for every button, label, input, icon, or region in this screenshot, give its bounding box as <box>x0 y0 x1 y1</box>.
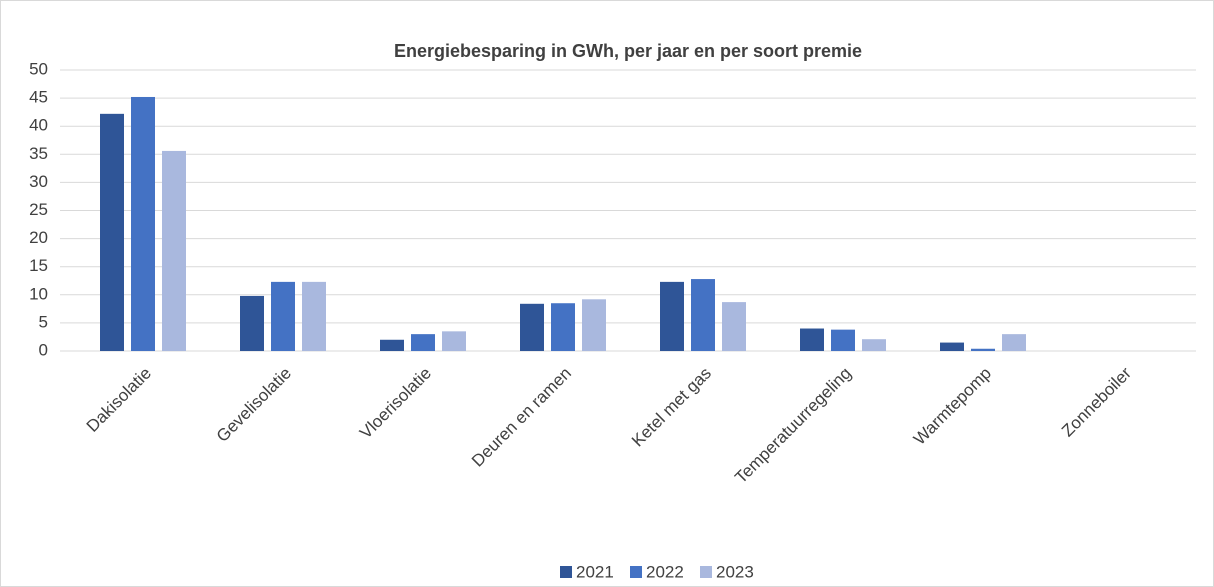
legend-swatch <box>700 566 712 578</box>
bar <box>380 339 404 351</box>
y-tick-label: 20 <box>29 228 48 247</box>
bar <box>240 295 264 351</box>
y-tick-label: 30 <box>29 172 48 191</box>
legend-swatch <box>630 566 642 578</box>
legend-label: 2023 <box>716 562 754 581</box>
legend-label: 2022 <box>646 562 684 581</box>
legend-label: 2021 <box>576 562 614 581</box>
y-tick-label: 50 <box>29 59 48 78</box>
bar <box>551 303 575 351</box>
bar <box>582 299 606 351</box>
bar <box>100 113 124 351</box>
y-tick-label: 40 <box>29 116 48 135</box>
chart-title: Energiebesparing in GWh, per jaar en per… <box>394 41 862 61</box>
bar <box>411 334 435 351</box>
bar <box>831 329 855 351</box>
bar <box>691 279 715 351</box>
bar <box>940 342 964 351</box>
y-tick-label: 10 <box>29 284 48 303</box>
bar <box>302 281 326 351</box>
bar <box>862 339 886 351</box>
bar <box>162 150 186 351</box>
y-tick-label: 35 <box>29 144 48 163</box>
y-tick-label: 25 <box>29 200 48 219</box>
bar <box>271 281 295 351</box>
y-tick-label: 5 <box>39 312 48 331</box>
y-tick-label: 15 <box>29 256 48 275</box>
bar <box>971 348 995 351</box>
bar <box>1002 334 1026 351</box>
bar <box>722 302 746 351</box>
bar <box>800 328 824 351</box>
bar <box>520 303 544 351</box>
bar <box>660 281 684 351</box>
y-tick-label: 0 <box>39 340 48 359</box>
bar <box>131 96 155 351</box>
y-tick-label: 45 <box>29 88 48 107</box>
bar <box>442 331 466 351</box>
legend-swatch <box>560 566 572 578</box>
